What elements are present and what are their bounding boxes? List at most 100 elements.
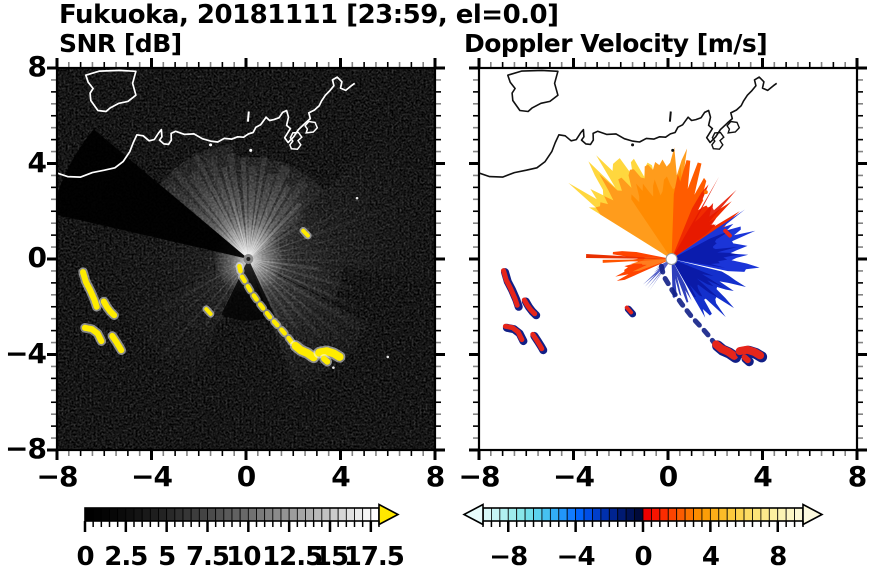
radar-beam-ray	[248, 192, 426, 259]
colorbar-segment	[174, 507, 184, 522]
colorbar-segment	[541, 507, 551, 522]
colorbar-segment	[296, 507, 306, 522]
colorbar-segment	[592, 507, 602, 522]
colorbar-segment	[583, 507, 593, 522]
colorbar-under-arrow	[462, 503, 484, 526]
colorbar-segment	[247, 507, 257, 522]
ship-wake-echo	[100, 298, 118, 319]
colorbar-segment	[743, 507, 753, 522]
colorbar-segment	[726, 507, 737, 522]
colorbar-segment	[667, 507, 678, 522]
colorbar-segment	[84, 507, 94, 522]
islet-mark	[668, 111, 672, 122]
colorbar-segment	[566, 507, 577, 522]
colorbar-segment	[239, 507, 249, 522]
colorbar-segment	[223, 507, 233, 522]
doppler-velocity-lobe	[671, 176, 737, 259]
radar-beam-ray	[63, 254, 249, 259]
colorbar-segment	[313, 507, 323, 522]
ship-wake-echo	[624, 305, 634, 315]
snr-colorbar	[83, 503, 400, 532]
colorbar-segment	[634, 507, 644, 522]
colorbar-segment	[524, 507, 534, 522]
colorbar-segment	[231, 507, 241, 522]
colorbar-segment	[305, 507, 315, 522]
colorbar-segment	[709, 507, 720, 522]
islet-mark	[246, 111, 250, 122]
noise-speck	[355, 196, 359, 200]
colorbar-segment	[215, 507, 225, 522]
colorbar-segment	[166, 507, 176, 522]
colorbar-segment	[149, 507, 159, 522]
colorbar-segment	[482, 507, 492, 522]
colorbar-segment	[141, 507, 151, 522]
doppler-speck	[703, 190, 708, 195]
colorbar-segment	[768, 507, 779, 522]
colorbar-segment	[617, 507, 627, 522]
ship-wake-echo	[291, 341, 318, 362]
colorbar-segment	[280, 507, 290, 522]
doppler-velocity-lobe	[671, 229, 739, 268]
doppler-velocity-lobe	[642, 259, 672, 291]
colorbar-over-arrow	[378, 503, 400, 526]
doppler-velocity-lobe	[671, 160, 707, 259]
ship-wake-echo	[81, 324, 105, 345]
ship-wake-echo	[501, 268, 520, 308]
colorbar-segment	[507, 507, 518, 522]
doppler-velocity-lobe	[631, 164, 683, 259]
colorbar-segment	[600, 507, 610, 522]
noise-speck	[386, 355, 390, 359]
ship-wake-echo	[741, 354, 751, 364]
colorbar-segment	[198, 507, 208, 522]
colorbar-over-arrow	[802, 503, 824, 526]
ship-wake-echo	[315, 347, 344, 361]
colorbar-segment	[625, 507, 635, 522]
colorbar-segment	[533, 507, 543, 522]
colorbar-segment	[345, 507, 355, 522]
colorbar-segment	[491, 507, 501, 522]
snr-panel-title: SNR [dB]	[59, 29, 182, 58]
colorbar-segment	[684, 507, 694, 522]
colorbar-segment	[321, 507, 331, 522]
radar-beam-ray	[248, 237, 435, 259]
doppler-thin-ray	[602, 259, 672, 263]
colorbar-segment	[182, 507, 192, 522]
pier-outline	[304, 120, 319, 134]
radar-beam-wedge	[248, 128, 435, 279]
ship-wake-echo	[80, 269, 100, 310]
colorbar-segment	[337, 507, 347, 522]
islet-dot	[671, 148, 675, 152]
ship-wake-echo	[530, 331, 545, 352]
colorbar-segment	[701, 507, 711, 522]
islet-dot	[631, 143, 635, 147]
colorbar-segment	[158, 507, 168, 522]
radar-beam-ray	[248, 259, 356, 350]
plot-frame	[55, 66, 437, 452]
colorbar-segment	[735, 507, 745, 522]
ship-wake-echo	[321, 355, 331, 365]
islet-dot	[249, 148, 253, 152]
colorbar-segment	[272, 507, 282, 522]
doppler-panel-title: Doppler Velocity [m/s]	[464, 29, 768, 58]
colorbar-segment	[575, 507, 585, 522]
colorbar-segment	[133, 507, 143, 522]
coastline	[479, 76, 778, 178]
colorbar-segment	[777, 507, 787, 522]
island-outline	[84, 69, 137, 113]
radar-beam-ray	[248, 172, 417, 259]
colorbar-segment	[362, 507, 372, 522]
colorbar-segment	[693, 507, 703, 522]
radar-beam-ray	[64, 259, 249, 287]
ship-wake-echo	[502, 323, 525, 343]
colorbar-segment	[207, 507, 217, 522]
wake-chain	[658, 263, 717, 346]
ship-wake-echo	[735, 345, 765, 360]
page-title: Fukuoka, 20181111 [23:59, el=0.0]	[59, 0, 559, 30]
colorbar-segment	[516, 507, 526, 522]
ship-wake-echo	[521, 297, 538, 317]
radar-beam-wedge	[82, 218, 249, 322]
colorbar-segment	[718, 507, 728, 522]
ship-wake-echo	[712, 340, 739, 360]
ship-wake-echo	[237, 263, 295, 346]
